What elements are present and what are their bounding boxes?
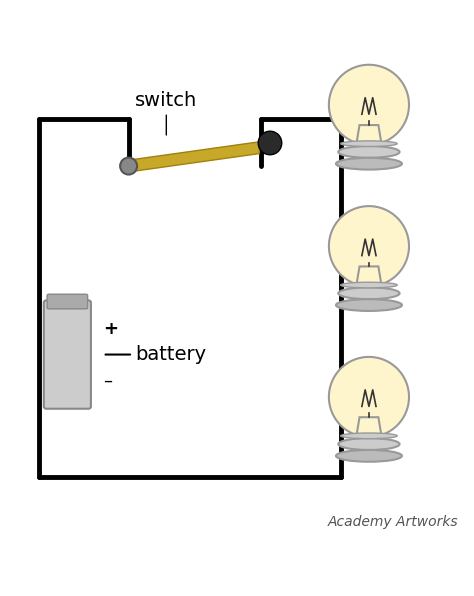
Ellipse shape [336,299,402,311]
Polygon shape [356,266,382,288]
Circle shape [329,65,409,145]
Ellipse shape [336,158,402,170]
Text: switch: switch [135,91,198,135]
Text: battery: battery [106,345,207,364]
Circle shape [329,357,409,437]
Ellipse shape [338,438,400,450]
Ellipse shape [338,146,400,158]
Ellipse shape [341,141,397,147]
Circle shape [258,131,282,155]
Text: Academy Artworks: Academy Artworks [328,515,458,529]
Polygon shape [356,417,382,439]
Polygon shape [128,142,259,172]
FancyBboxPatch shape [44,300,91,409]
Circle shape [329,206,409,286]
Text: +: + [103,319,118,337]
Ellipse shape [338,287,400,299]
Ellipse shape [341,283,397,288]
Polygon shape [356,125,382,146]
Circle shape [120,157,137,175]
Ellipse shape [336,450,402,462]
Ellipse shape [341,433,397,439]
Text: –: – [103,371,112,389]
FancyBboxPatch shape [47,294,88,309]
